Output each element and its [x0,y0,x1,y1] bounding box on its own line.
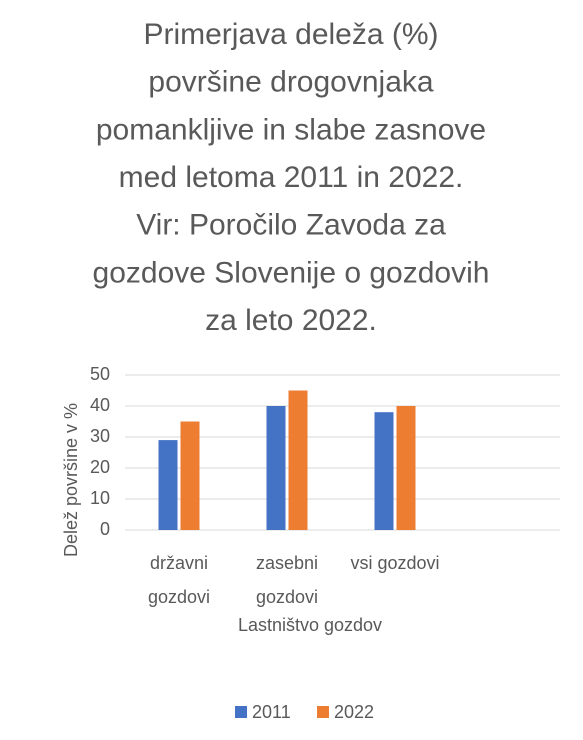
bar [374,412,394,530]
y-axis-title: Delež površine v % [61,403,81,557]
legend-label: 2022 [334,702,374,722]
y-tick-label: 0 [100,519,110,539]
x-tick-label: zasebni gozdovi [255,553,319,607]
chart-title: površine drogovnjaka [148,66,433,99]
chart-title: za leto 2022. [205,304,377,337]
chart-title: pomankljive in slabe zasnove [96,113,486,146]
y-tick-label: 10 [90,488,110,508]
legend-label: 2011 [252,702,291,722]
chart-title: gozdove Slovenije o gozdovih [93,256,490,289]
x-tick-label: državni gozdovi [147,553,211,607]
x-tick-label-box: državni gozdovi [147,553,211,607]
bar [180,421,200,530]
x-tick-label-box: vsi gozdovi [350,553,440,573]
chart-title: Vir: Poročilo Zavoda za [136,209,446,242]
x-tick-label-box: zasebni gozdovi [255,553,319,607]
chart-title: Primerjava deleža (%) [143,18,438,51]
bar [266,406,286,530]
y-tick-label: 20 [90,457,110,477]
bar [158,440,178,530]
legend-swatch [317,706,329,718]
x-tick-label: vsi gozdovi [350,553,440,573]
bar [396,406,416,530]
legend-swatch [235,706,247,718]
y-tick-label: 30 [90,426,110,446]
chart-title: med letoma 2011 in 2022. [119,161,464,194]
x-axis-title: Lastništvo gozdov [238,615,382,635]
y-tick-label: 40 [90,395,110,415]
y-tick-label: 50 [90,364,110,384]
bar [288,390,308,530]
